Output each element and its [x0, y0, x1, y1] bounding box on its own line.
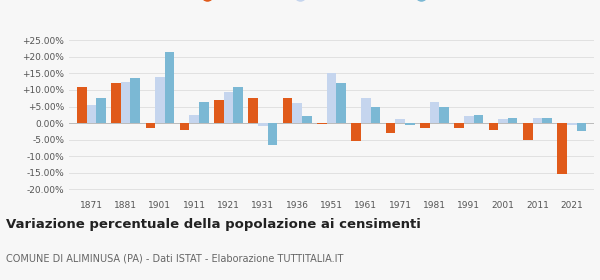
Bar — [542, 118, 552, 123]
Bar — [464, 116, 473, 123]
Text: Variazione percentuale della popolazione ai censimenti: Variazione percentuale della popolazione… — [6, 218, 421, 231]
Bar — [567, 123, 577, 125]
Bar — [77, 87, 86, 123]
Bar — [317, 123, 326, 124]
Bar — [292, 103, 302, 123]
Bar — [508, 118, 517, 123]
Bar — [361, 98, 371, 123]
Bar — [130, 78, 140, 123]
Bar — [352, 123, 361, 141]
Bar — [190, 115, 199, 123]
Bar — [155, 77, 165, 123]
Bar — [268, 123, 277, 145]
Bar — [258, 123, 268, 126]
Bar — [96, 98, 106, 123]
Bar — [111, 83, 121, 123]
Bar — [121, 82, 130, 123]
Bar — [165, 52, 175, 123]
Bar — [473, 115, 483, 123]
Bar — [302, 116, 311, 123]
Bar — [146, 123, 155, 128]
Bar — [405, 123, 415, 125]
Text: COMUNE DI ALIMINUSA (PA) - Dati ISTAT - Elaborazione TUTTITALIA.IT: COMUNE DI ALIMINUSA (PA) - Dati ISTAT - … — [6, 254, 343, 264]
Bar — [386, 123, 395, 133]
Bar — [430, 102, 439, 123]
Bar — [214, 100, 224, 123]
Bar — [577, 123, 586, 131]
Bar — [233, 87, 243, 123]
Bar — [454, 123, 464, 128]
Bar — [371, 106, 380, 123]
Bar — [557, 123, 567, 174]
Legend: Aliminusa, Provincia di PA, Sicilia: Aliminusa, Provincia di PA, Sicilia — [192, 0, 471, 4]
Bar — [523, 123, 533, 140]
Bar — [180, 123, 190, 130]
Bar — [248, 98, 258, 123]
Bar — [224, 92, 233, 123]
Bar — [488, 123, 498, 130]
Bar — [395, 119, 405, 123]
Bar — [199, 102, 209, 123]
Bar — [326, 73, 337, 123]
Bar — [498, 119, 508, 123]
Bar — [86, 105, 96, 123]
Bar — [337, 83, 346, 123]
Bar — [420, 123, 430, 128]
Bar — [533, 118, 542, 123]
Bar — [283, 98, 292, 123]
Bar — [439, 106, 449, 123]
